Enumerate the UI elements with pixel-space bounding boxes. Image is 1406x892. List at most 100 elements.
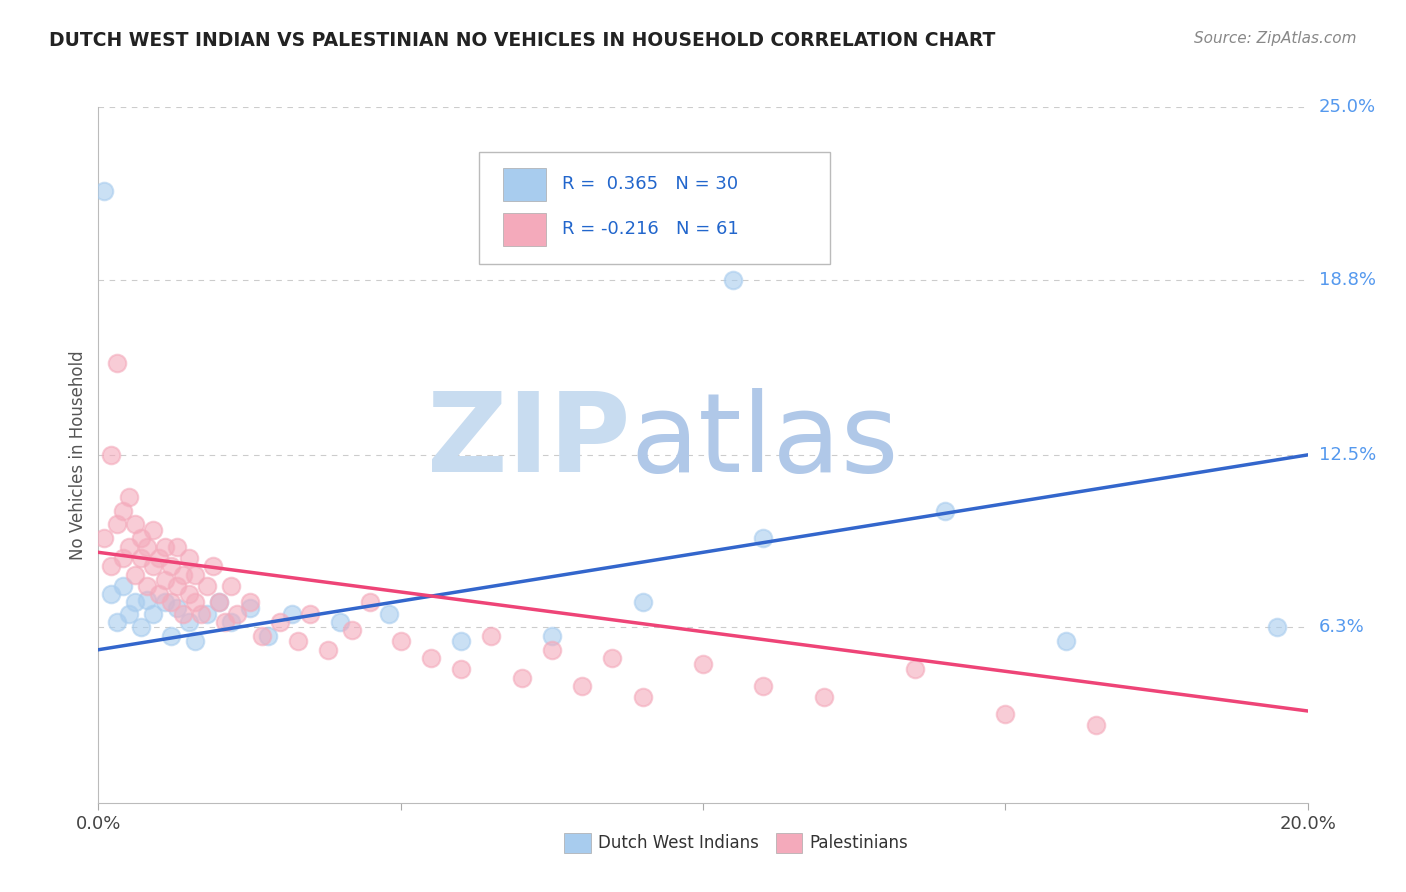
Point — [166, 601, 188, 615]
Point — [221, 615, 243, 629]
Text: Dutch West Indians: Dutch West Indians — [598, 834, 759, 852]
Point — [510, 671, 533, 685]
Text: R =  0.365   N = 30: R = 0.365 N = 30 — [561, 175, 738, 194]
Point — [389, 634, 412, 648]
Point — [105, 615, 128, 629]
Point — [571, 679, 593, 693]
Point — [166, 540, 188, 554]
Point — [721, 272, 744, 286]
Text: 18.8%: 18.8% — [1319, 270, 1375, 289]
Text: atlas: atlas — [630, 387, 898, 494]
Point — [419, 651, 441, 665]
Point — [752, 532, 775, 546]
Point — [214, 615, 236, 629]
Point — [239, 595, 262, 609]
Point — [631, 690, 654, 704]
Point — [93, 532, 115, 546]
Point — [316, 642, 339, 657]
Point — [450, 634, 472, 648]
Point — [177, 587, 201, 601]
Point — [105, 356, 128, 370]
Point — [190, 607, 212, 621]
Point — [177, 550, 201, 565]
Point — [160, 629, 183, 643]
FancyBboxPatch shape — [479, 153, 830, 263]
Point — [100, 559, 122, 574]
Text: R = -0.216   N = 61: R = -0.216 N = 61 — [561, 220, 738, 238]
Point — [299, 607, 322, 621]
Point — [111, 550, 134, 565]
Point — [377, 607, 399, 621]
Point — [1265, 620, 1288, 634]
Point — [118, 607, 141, 621]
Point — [269, 615, 291, 629]
Point — [124, 517, 146, 532]
Point — [124, 567, 146, 582]
Point — [208, 595, 231, 609]
Point — [111, 503, 134, 517]
Point — [540, 629, 562, 643]
Point — [202, 559, 225, 574]
Point — [100, 448, 122, 462]
Point — [540, 642, 562, 657]
Point — [934, 503, 956, 517]
FancyBboxPatch shape — [776, 833, 803, 853]
Point — [631, 595, 654, 609]
Text: 6.3%: 6.3% — [1319, 618, 1364, 637]
Point — [602, 651, 624, 665]
Point — [118, 490, 141, 504]
Point — [184, 567, 207, 582]
FancyBboxPatch shape — [503, 213, 546, 246]
Point — [481, 629, 503, 643]
Point — [177, 615, 201, 629]
Point — [813, 690, 835, 704]
Point — [160, 559, 183, 574]
Text: Source: ZipAtlas.com: Source: ZipAtlas.com — [1194, 31, 1357, 46]
FancyBboxPatch shape — [503, 168, 546, 201]
Point — [148, 550, 170, 565]
Point — [142, 523, 165, 537]
Point — [93, 184, 115, 198]
Point — [142, 559, 165, 574]
Point — [129, 532, 152, 546]
Point — [342, 624, 364, 638]
Point — [208, 595, 231, 609]
Point — [221, 579, 243, 593]
Point — [153, 573, 176, 587]
Y-axis label: No Vehicles in Household: No Vehicles in Household — [69, 350, 87, 560]
Text: 12.5%: 12.5% — [1319, 446, 1376, 464]
Point — [226, 607, 249, 621]
Point — [329, 615, 352, 629]
Point — [250, 629, 273, 643]
Point — [172, 567, 194, 582]
Point — [1054, 634, 1077, 648]
Point — [195, 607, 218, 621]
Point — [135, 579, 157, 593]
Text: DUTCH WEST INDIAN VS PALESTINIAN NO VEHICLES IN HOUSEHOLD CORRELATION CHART: DUTCH WEST INDIAN VS PALESTINIAN NO VEHI… — [49, 31, 995, 50]
Point — [153, 540, 176, 554]
Point — [142, 607, 165, 621]
Point — [105, 517, 128, 532]
Point — [994, 706, 1017, 721]
Point — [148, 587, 170, 601]
Text: 25.0%: 25.0% — [1319, 98, 1376, 116]
Point — [281, 607, 304, 621]
Point — [135, 592, 157, 607]
Point — [129, 620, 152, 634]
Point — [692, 657, 714, 671]
Point — [287, 634, 309, 648]
Point — [100, 587, 122, 601]
Point — [256, 629, 278, 643]
Text: Palestinians: Palestinians — [810, 834, 908, 852]
Point — [160, 595, 183, 609]
FancyBboxPatch shape — [564, 833, 591, 853]
Point — [135, 540, 157, 554]
Point — [172, 607, 194, 621]
Point — [184, 595, 207, 609]
Point — [195, 579, 218, 593]
Point — [153, 595, 176, 609]
Point — [124, 595, 146, 609]
Point — [118, 540, 141, 554]
Point — [450, 662, 472, 676]
Text: ZIP: ZIP — [427, 387, 630, 494]
